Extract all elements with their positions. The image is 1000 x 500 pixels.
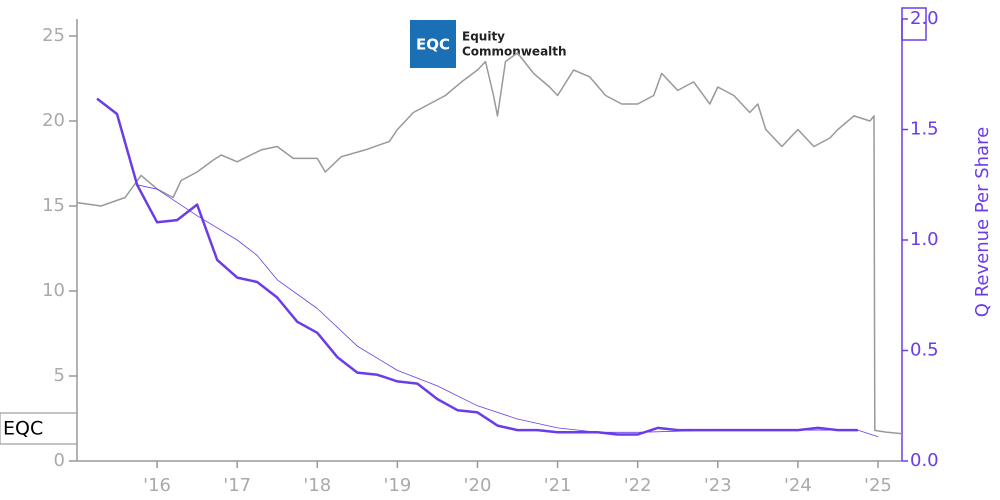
x-tick-label: '19 xyxy=(383,475,411,496)
logo-text: Equity xyxy=(462,30,505,44)
x-tick-label: '22 xyxy=(624,475,652,496)
y2-tick-label: 2.0 xyxy=(910,8,939,29)
y2-tick-label: 0.0 xyxy=(910,450,939,471)
y-tick-label: 0 xyxy=(54,450,65,471)
series-line xyxy=(96,97,858,436)
y-tick-label: 25 xyxy=(42,25,65,46)
y2-tick-label: 1.5 xyxy=(910,119,939,140)
x-tick-label: '25 xyxy=(864,475,892,496)
x-tick-label: '16 xyxy=(143,475,171,496)
y2-tick-label: 1.0 xyxy=(910,229,939,250)
y-tick-label: 20 xyxy=(42,110,65,131)
x-tick-label: '24 xyxy=(784,475,812,496)
logo-mark: EQC xyxy=(416,36,450,54)
y-tick-label: 5 xyxy=(54,365,65,386)
y2-axis-label: Q Revenue Per Share xyxy=(972,127,993,317)
x-tick-label: '17 xyxy=(223,475,251,496)
logo-text: Commonwealth xyxy=(462,45,567,59)
y-tick-label: 10 xyxy=(42,280,65,301)
x-tick-label: '20 xyxy=(464,475,492,496)
x-tick-label: '23 xyxy=(704,475,732,496)
x-tick-label: '21 xyxy=(544,475,572,496)
logo-box xyxy=(410,20,456,68)
x-tick-label: '18 xyxy=(303,475,331,496)
series-line xyxy=(137,184,879,438)
y-tick-label: 15 xyxy=(42,195,65,216)
y2-tick-label: 0.5 xyxy=(910,340,939,361)
series-label: EQC xyxy=(3,418,43,440)
series-label-box xyxy=(0,412,78,445)
series-line xyxy=(76,52,903,435)
